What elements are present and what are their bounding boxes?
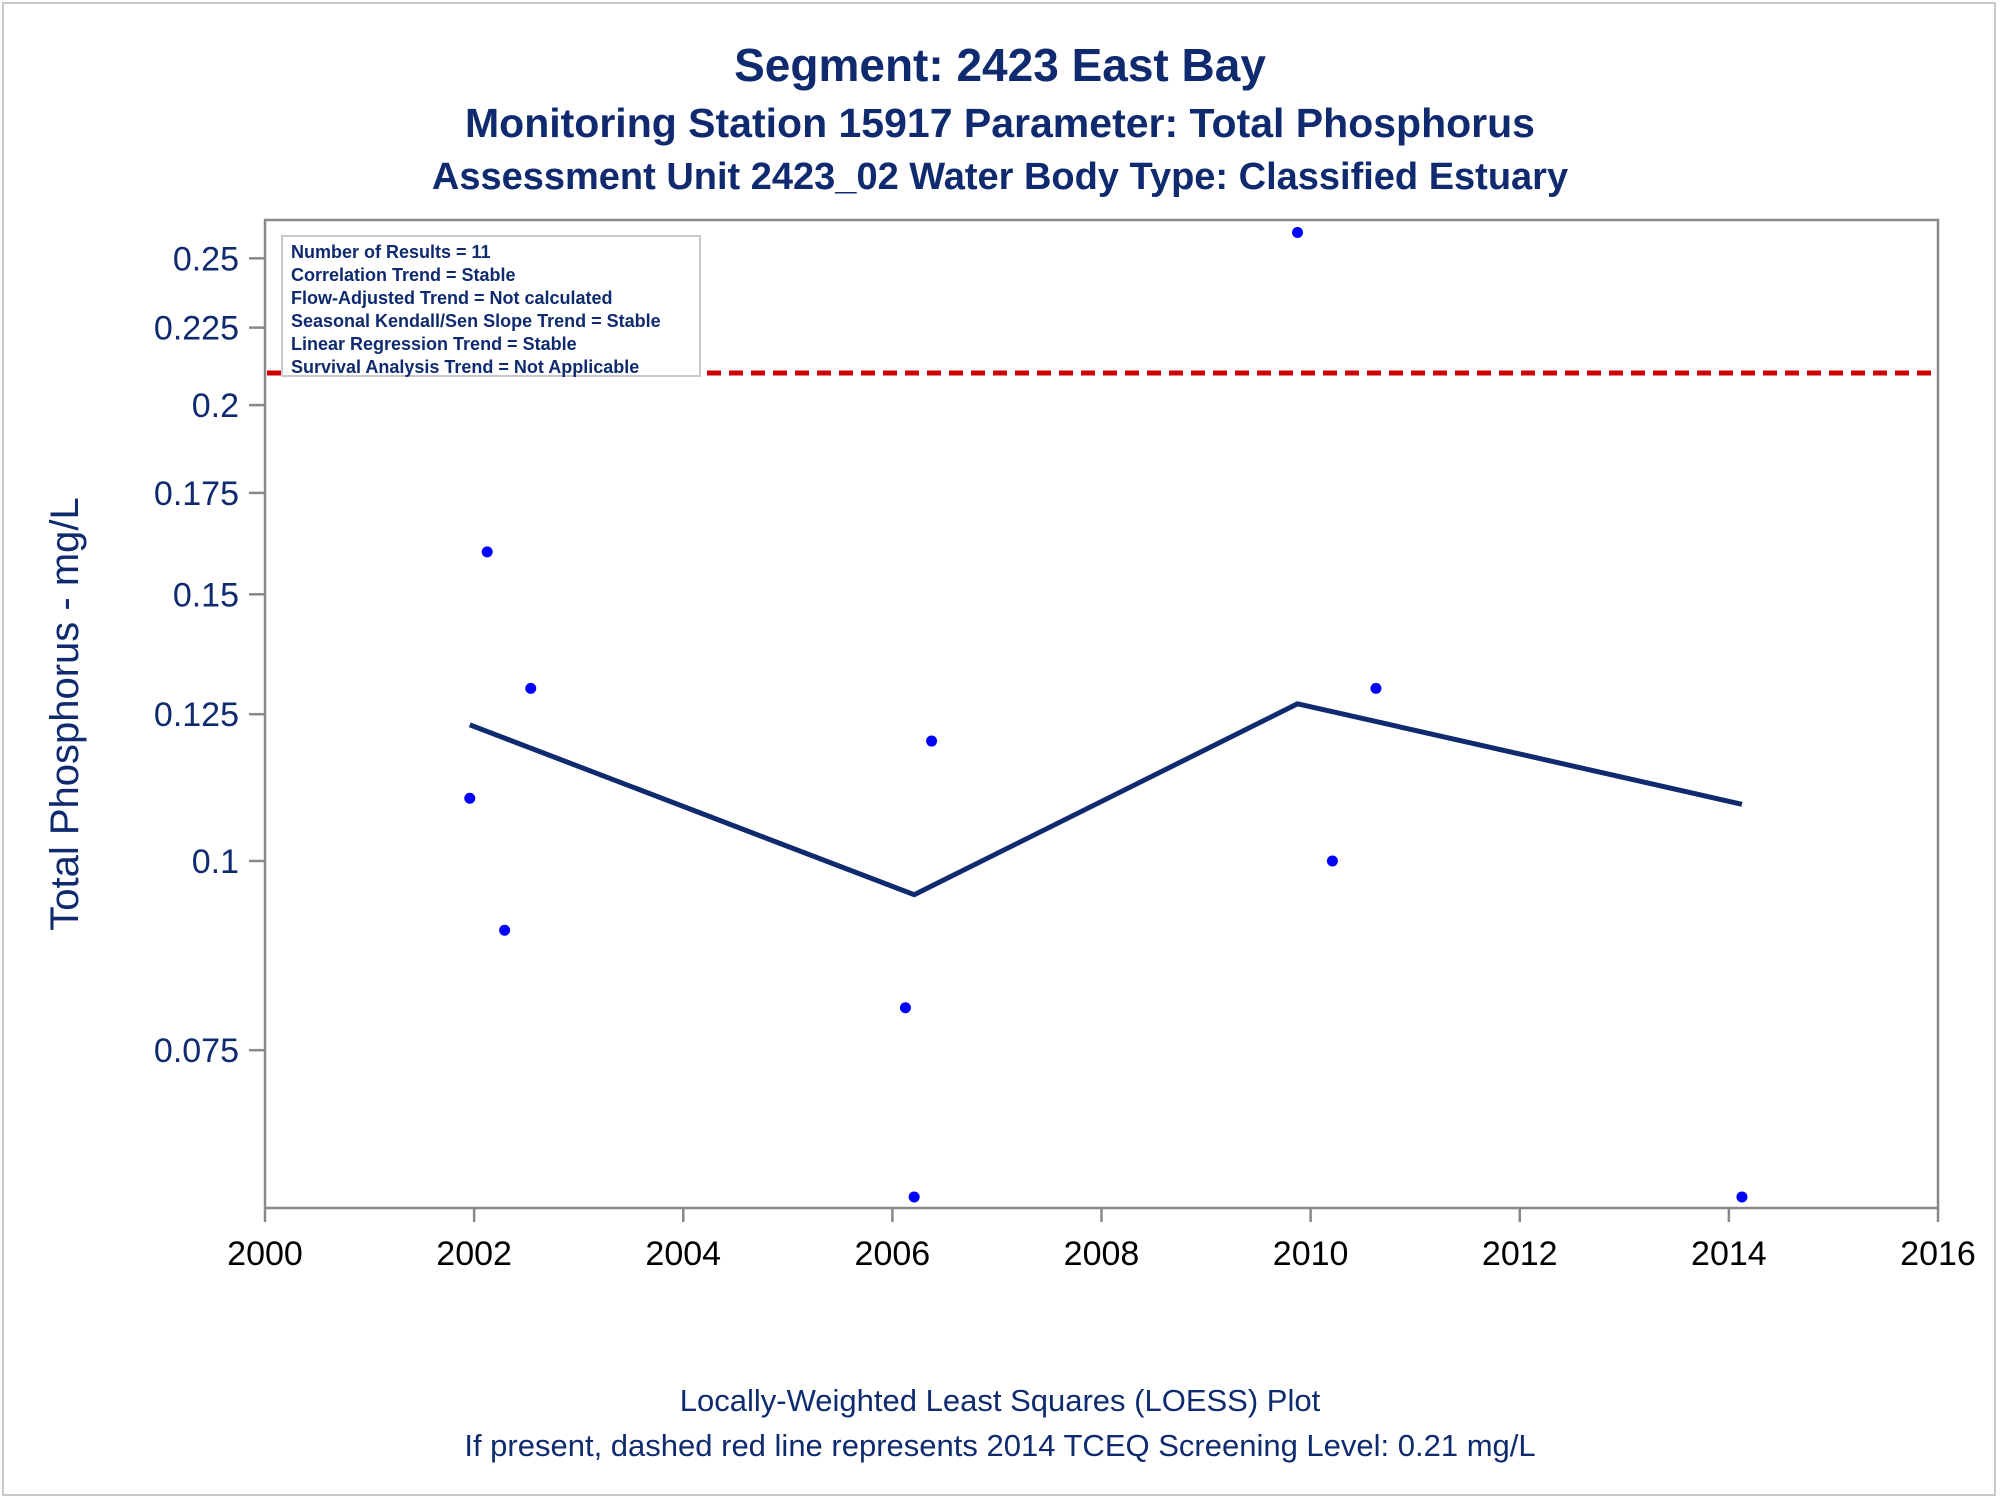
loess-line <box>468 701 1743 898</box>
footer-screening-note: If present, dashed red line represents 2… <box>464 1428 1536 1463</box>
y-tick-label: 0.1 <box>192 843 239 881</box>
x-tick-label: 2012 <box>1482 1235 1558 1273</box>
stats-flow-adjusted-trend: Flow-Adjusted Trend = Not calculated <box>291 288 613 308</box>
y-tick-label: 0.15 <box>173 576 239 614</box>
x-tick-label: 2006 <box>855 1235 931 1273</box>
y-tick-label: 0.075 <box>154 1032 239 1070</box>
stats-linear-regression-trend: Linear Regression Trend = Stable <box>291 334 577 354</box>
stats-survival-analysis-trend: Survival Analysis Trend = Not Applicable <box>291 357 640 377</box>
x-tick-label: 2004 <box>645 1235 721 1273</box>
data-point <box>926 735 938 747</box>
y-axis-label: Total Phosphorus - mg/L <box>43 497 87 931</box>
stats-correlation-trend: Correlation Trend = Stable <box>291 265 516 285</box>
x-tick-label: 2010 <box>1273 1235 1349 1273</box>
data-point <box>1370 682 1382 694</box>
data-points <box>464 227 1748 1203</box>
y-tick-label: 0.2 <box>192 387 239 425</box>
y-tick-label: 0.175 <box>154 475 239 513</box>
y-tick-label: 0.125 <box>154 696 239 734</box>
footer-plot-type: Locally-Weighted Least Squares (LOESS) P… <box>679 1383 1321 1418</box>
data-point <box>899 1002 911 1014</box>
data-point <box>1326 855 1338 867</box>
trend-stats-box: Number of Results = 11 Correlation Trend… <box>281 235 701 377</box>
chart-subtitle-assessment: Assessment Unit 2423_02 Water Body Type:… <box>431 156 1569 198</box>
loess-curve <box>468 701 1743 898</box>
stats-number-of-results: Number of Results = 11 <box>291 242 491 262</box>
x-tick-label: 2008 <box>1064 1235 1140 1273</box>
data-point <box>1736 1191 1748 1203</box>
data-point <box>464 792 476 804</box>
data-point <box>499 924 511 936</box>
y-tick-label: 0.225 <box>154 310 239 348</box>
chart-axes: 0.075 0.1 0.125 0.15 0.175 0.2 0.225 0.25 2000 20… <box>43 218 1976 1273</box>
x-tick-label: 2016 <box>1900 1235 1976 1273</box>
x-tick-label: 2002 <box>436 1235 512 1273</box>
data-point <box>908 1191 920 1203</box>
data-point <box>481 546 493 558</box>
data-point <box>525 682 537 694</box>
stats-seasonal-kendall-trend: Seasonal Kendall/Sen Slope Trend = Stabl… <box>291 311 661 331</box>
chart-subtitle-station: Monitoring Station 15917 Parameter: Tota… <box>465 100 1535 146</box>
y-tick-label: 0.25 <box>173 240 239 278</box>
x-tick-label: 2000 <box>227 1235 303 1273</box>
x-tick-label: 2014 <box>1691 1235 1767 1273</box>
chart-title: Segment: 2423 East Bay <box>734 39 1266 91</box>
data-point <box>1292 227 1304 239</box>
